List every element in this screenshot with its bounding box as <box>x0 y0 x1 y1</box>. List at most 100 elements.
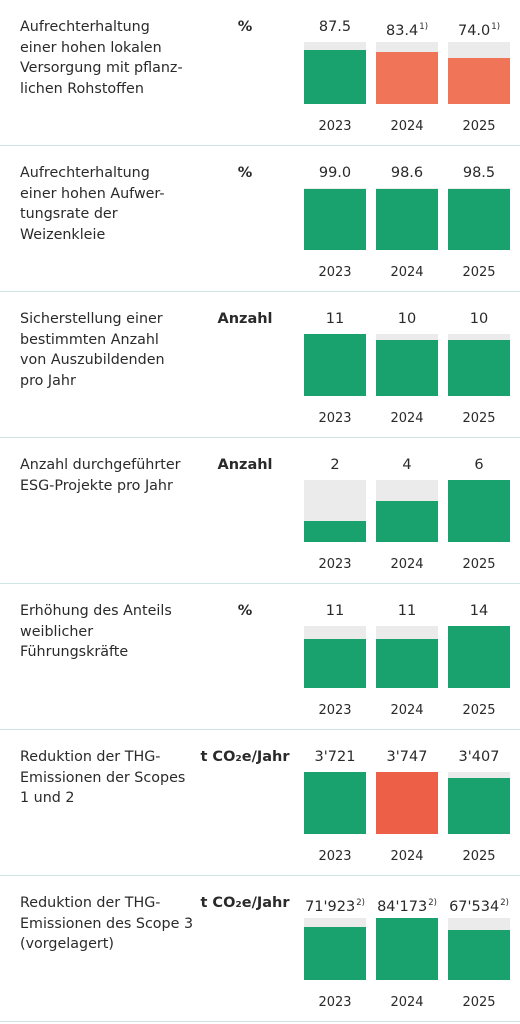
value-label: 11 <box>304 309 366 329</box>
bar-column: 74.01) 2025 <box>448 0 510 146</box>
kpi-section: Aufrechterhaltung einer hohen Aufwer- tu… <box>0 146 520 292</box>
section-divider <box>0 583 520 584</box>
bar-track <box>304 42 366 104</box>
kpi-section: Sicherstellung einer bestimmten Anzahl v… <box>0 292 520 438</box>
kpi-section: Reduktion der THG- Emissionen des Scope … <box>0 876 520 1022</box>
bar-column: 11 2023 <box>304 292 366 438</box>
bar <box>448 777 510 834</box>
value-number: 4 <box>402 457 412 473</box>
value-number: 3'721 <box>314 749 356 765</box>
bar <box>448 58 510 104</box>
footnote-marker: 2) <box>356 898 365 908</box>
bar <box>448 626 510 688</box>
footnote-marker: 1) <box>491 22 501 32</box>
value-label: 2 <box>304 455 366 475</box>
value-number: 74.0 <box>457 23 491 39</box>
bar <box>376 339 438 396</box>
kpi-section: Anzahl durchgeführter ESG-Projekte pro J… <box>0 438 520 584</box>
kpi-unit: Anzahl <box>217 457 273 473</box>
bar-track <box>376 42 438 104</box>
kpi-label: Sicherstellung einer bestimmten Anzahl v… <box>20 311 165 389</box>
bar <box>304 334 366 396</box>
value-number: 83.4 <box>385 23 419 39</box>
value-number: 11 <box>397 603 417 619</box>
bar-column: 2 2023 <box>304 438 366 584</box>
bar-track <box>448 42 510 104</box>
bar-column: 87.5 2023 <box>304 0 366 146</box>
bar-column: 3'747 2024 <box>376 730 438 876</box>
kpi-section: Reduktion der THG- Emissionen der Scopes… <box>0 730 520 876</box>
kpi-unit: % <box>237 165 253 181</box>
value-label: 87.5 <box>304 17 366 37</box>
value-label: 14 <box>448 601 510 621</box>
year-label: 2024 <box>390 995 424 1010</box>
value-label: 10 <box>448 309 510 329</box>
year-label: 2025 <box>462 119 496 134</box>
value-label: 6 <box>448 455 510 475</box>
value-number: 98.6 <box>390 165 424 181</box>
bar-track <box>376 480 438 542</box>
value-number: 67'534 <box>449 899 500 915</box>
bar-column: 83.41) 2024 <box>376 0 438 146</box>
bar-column: 3'721 2023 <box>304 730 366 876</box>
bar <box>376 918 438 980</box>
bar-track <box>304 334 366 396</box>
bar-column: 11 2024 <box>376 584 438 730</box>
year-label: 2023 <box>318 119 352 134</box>
value-number: 84'173 <box>377 899 428 915</box>
bar <box>376 188 438 250</box>
bar-column: 14 2025 <box>448 584 510 730</box>
value-number: 6 <box>474 457 484 473</box>
value-number: 99.0 <box>318 165 352 181</box>
year-label: 2023 <box>318 557 352 572</box>
bar-track <box>304 480 366 542</box>
section-divider <box>0 729 520 730</box>
bar-column: 67'5342) 2025 <box>448 876 510 1022</box>
section-divider <box>0 437 520 438</box>
bar-column: 6 2025 <box>448 438 510 584</box>
bar <box>304 521 366 542</box>
value-label: 11 <box>376 601 438 621</box>
footnote-marker: 2) <box>500 898 509 908</box>
bar <box>376 639 438 688</box>
value-number: 11 <box>325 603 345 619</box>
bar-track <box>448 480 510 542</box>
bar <box>376 500 438 542</box>
value-number: 3'407 <box>458 749 500 765</box>
footnote-marker: 1) <box>419 22 429 32</box>
kpi-label: Aufrechterhaltung einer hohen Aufwer- tu… <box>20 165 165 243</box>
year-label: 2024 <box>390 265 424 280</box>
year-label: 2023 <box>318 411 352 426</box>
bar-column: 10 2024 <box>376 292 438 438</box>
bar <box>304 639 366 688</box>
kpi-unit: t CO₂e/Jahr <box>200 749 290 765</box>
bar-track <box>448 918 510 980</box>
value-number: 98.5 <box>462 165 496 181</box>
year-label: 2023 <box>318 849 352 864</box>
value-label: 3'747 <box>376 747 438 767</box>
bar-column: 10 2025 <box>448 292 510 438</box>
bar-track <box>376 188 438 250</box>
value-label: 98.5 <box>448 163 510 183</box>
kpi-label: Aufrechterhaltung einer hohen lokalen Ve… <box>20 19 183 97</box>
value-label: 83.41) <box>376 17 438 41</box>
bar <box>376 52 438 104</box>
bar <box>304 927 366 980</box>
bar <box>376 772 438 834</box>
year-label: 2024 <box>390 411 424 426</box>
value-number: 10 <box>397 311 417 327</box>
year-label: 2025 <box>462 411 496 426</box>
bar-track <box>448 626 510 688</box>
kpi-section: Aufrechterhaltung einer hohen lokalen Ve… <box>0 0 520 146</box>
bar <box>304 49 366 104</box>
value-label: 98.6 <box>376 163 438 183</box>
year-label: 2023 <box>318 265 352 280</box>
bar-track <box>304 772 366 834</box>
kpi-unit: % <box>237 603 253 619</box>
year-label: 2025 <box>462 995 496 1010</box>
kpi-label: Reduktion der THG- Emissionen der Scopes… <box>20 749 186 806</box>
year-label: 2025 <box>462 265 496 280</box>
section-divider <box>0 145 520 146</box>
kpi-label: Erhöhung des Anteils weiblicher Führungs… <box>20 603 172 660</box>
value-label: 4 <box>376 455 438 475</box>
